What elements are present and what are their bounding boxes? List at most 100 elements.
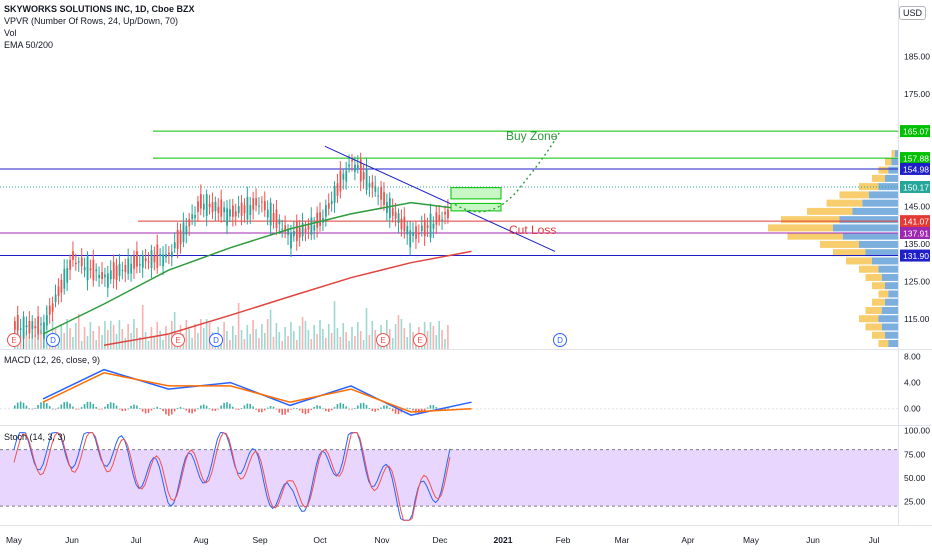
- candle-body: [80, 257, 83, 267]
- candle-body: [301, 222, 304, 237]
- volume-bar: [281, 341, 284, 349]
- macd-histogram-bar: [261, 408, 263, 413]
- time-axis-tick: Aug: [193, 535, 208, 545]
- macd-histogram-bar: [86, 401, 89, 409]
- candle-body: [272, 213, 275, 222]
- stoch-legend[interactable]: Stoch (14, 3, 3): [4, 432, 66, 442]
- macd-histogram-bar: [394, 408, 397, 414]
- vpvr-up-bar: [888, 166, 898, 174]
- event-marker-label: E: [175, 336, 180, 345]
- vpvr-up-bar: [885, 298, 898, 306]
- price-level-badge-text: 150.17: [903, 182, 929, 192]
- macd-histogram-bar: [25, 405, 28, 409]
- candle-body: [83, 267, 86, 271]
- volume-bar: [272, 337, 275, 349]
- time-axis-tick: Feb: [556, 535, 571, 545]
- ema-legend[interactable]: EMA 50/200: [4, 40, 54, 50]
- macd-histogram-bar: [34, 407, 36, 409]
- event-marker-label: E: [11, 336, 16, 345]
- volume-bar: [92, 331, 95, 349]
- candle-body: [162, 254, 165, 267]
- event-marker: [209, 333, 223, 347]
- macd-histogram-bar: [124, 408, 127, 411]
- candle-body: [252, 198, 255, 210]
- candle-body: [165, 254, 167, 258]
- macd-histogram-bar: [144, 408, 147, 414]
- candle-body: [374, 185, 377, 192]
- candle-body: [109, 270, 112, 280]
- candle-body: [220, 199, 223, 217]
- candle-body: [400, 218, 403, 230]
- macd-histogram-bar: [249, 403, 252, 409]
- macd-histogram-bar: [374, 408, 377, 412]
- candle-body: [327, 203, 330, 209]
- macd-histogram-bar: [104, 406, 106, 409]
- macd-histogram-bar: [205, 405, 208, 409]
- volume-bar: [80, 341, 83, 349]
- candle-body: [147, 261, 150, 263]
- candle-body: [383, 192, 385, 206]
- macd-histogram-bar: [92, 403, 95, 409]
- macd-histogram-bar: [391, 408, 394, 412]
- candle-body: [295, 221, 298, 242]
- time-axis-tick: May: [6, 535, 23, 545]
- candle-body: [43, 322, 45, 340]
- volume-bar: [77, 314, 80, 349]
- macd-histogram-bar: [112, 402, 115, 409]
- volume-bar: [275, 323, 278, 349]
- candle-body: [45, 315, 48, 326]
- macd-histogram-bar: [435, 407, 438, 409]
- macd-histogram-bar: [327, 408, 330, 412]
- macd-histogram-bar: [72, 406, 74, 409]
- descending-trendline: [324, 145, 556, 252]
- volume-bar: [444, 339, 446, 349]
- volume-bar: [165, 326, 167, 349]
- candle-body: [234, 211, 237, 217]
- volume-bar: [403, 328, 406, 349]
- macd-histogram-bar: [415, 408, 417, 413]
- macd-histogram-bar: [336, 404, 339, 409]
- volume-bar: [397, 315, 400, 349]
- macd-histogram-bar: [333, 407, 336, 409]
- candle-body: [409, 230, 412, 248]
- candle-body: [229, 209, 231, 217]
- candle-body: [107, 273, 109, 288]
- event-marker-label: D: [213, 336, 219, 345]
- candle-body: [380, 187, 383, 200]
- macd-histogram-bar: [266, 407, 269, 409]
- vpvr-up-bar: [842, 232, 898, 240]
- candle-body: [133, 255, 135, 269]
- candle-body: [86, 256, 89, 281]
- candle-body: [258, 205, 260, 207]
- vpvr-down-bar: [807, 207, 853, 215]
- vpvr-up-bar: [894, 150, 898, 158]
- macd-histogram-bar: [156, 406, 159, 409]
- currency-button[interactable]: USD: [898, 6, 926, 20]
- candle-body: [290, 233, 292, 249]
- volume-bar: [447, 325, 449, 349]
- volume-bar: [441, 330, 443, 349]
- candle-body: [130, 263, 133, 274]
- macd-histogram-bar: [368, 408, 371, 409]
- macd-histogram-bar: [147, 408, 150, 413]
- vol-legend[interactable]: Vol: [4, 28, 17, 38]
- macd-legend[interactable]: MACD (12, 26, close, 9): [4, 355, 101, 365]
- macd-histogram-bar: [194, 408, 196, 412]
- vpvr-up-bar: [862, 199, 898, 207]
- macd-histogram-bar: [226, 402, 228, 409]
- candle-body: [298, 227, 301, 238]
- macd-histogram-bar: [409, 408, 411, 409]
- candle-body: [237, 206, 240, 214]
- candle-body: [66, 267, 69, 283]
- candle-body: [159, 254, 162, 256]
- ema50-line: [42, 201, 472, 335]
- symbol-title[interactable]: SKYWORKS SOLUTIONS INC, 1D, Cboe BZX: [4, 4, 195, 14]
- macd-histogram-bar: [330, 408, 333, 411]
- stoch-band: [0, 449, 898, 507]
- ema200-line: [103, 250, 472, 346]
- candle-body: [89, 268, 92, 271]
- volume-bar: [293, 331, 295, 349]
- candle-body: [397, 213, 400, 223]
- vpvr-legend[interactable]: VPVR (Number Of Rows, 24, Up/Down, 70): [4, 16, 179, 26]
- candle-body: [40, 323, 42, 325]
